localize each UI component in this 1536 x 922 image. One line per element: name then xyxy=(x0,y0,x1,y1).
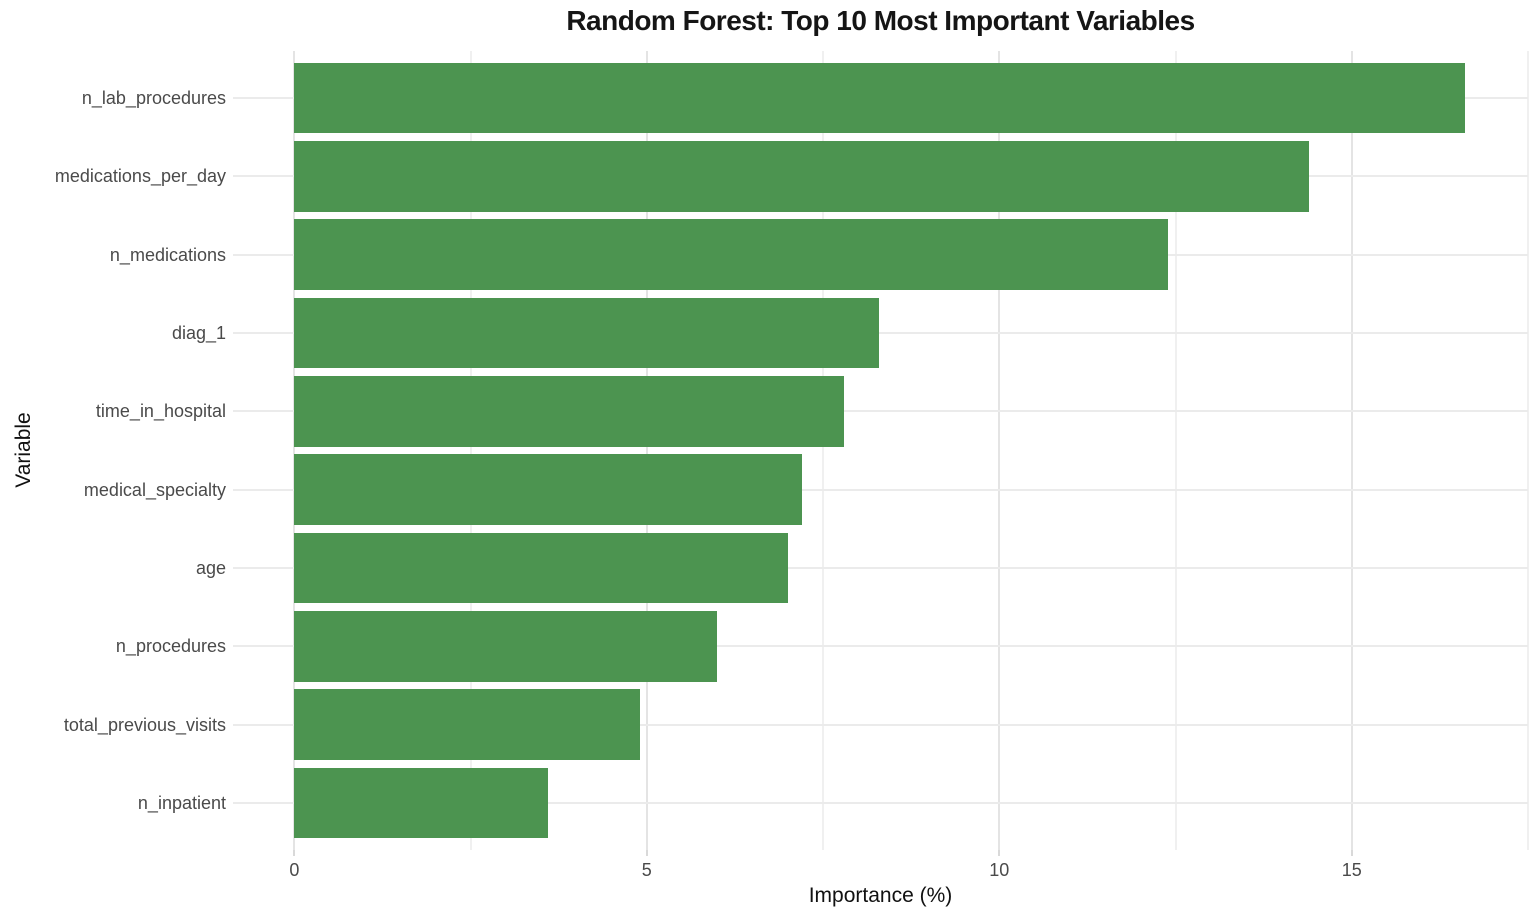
bar xyxy=(294,689,640,760)
y-tick-label: medications_per_day xyxy=(54,166,226,187)
h-gridline xyxy=(233,802,1528,804)
chart-title: Random Forest: Top 10 Most Important Var… xyxy=(566,5,1195,36)
bar xyxy=(294,219,1169,290)
x-tick-mark xyxy=(293,850,296,856)
h-gridline xyxy=(233,723,1528,726)
v-gridline-major xyxy=(1350,51,1353,850)
y-tick-label: n_lab_procedures xyxy=(81,88,226,108)
bar xyxy=(294,62,1465,134)
x-tick-label: 15 xyxy=(1341,860,1362,880)
h-gridline xyxy=(233,488,1528,491)
y-tick-label: n_medications xyxy=(109,244,226,265)
v-gridline-major xyxy=(998,51,1001,850)
y-tick-label: n_inpatient xyxy=(137,793,226,813)
v-gridline-minor xyxy=(1174,51,1177,850)
bar xyxy=(294,454,802,525)
v-gridline-minor xyxy=(822,51,825,850)
v-gridline-major xyxy=(293,51,296,850)
y-tick-label: time_in_hospital xyxy=(95,401,226,422)
y-axis-labels: n_lab_procedures medications_per_day n_med… xyxy=(0,51,226,850)
bar xyxy=(294,297,880,369)
x-axis-labels: 0 5 10 15 xyxy=(233,850,1528,890)
h-gridline xyxy=(233,645,1528,648)
v-gridline-major xyxy=(645,51,648,850)
x-tick-mark xyxy=(645,850,648,856)
v-gridline-minor xyxy=(469,51,472,850)
bar xyxy=(294,532,788,604)
y-tick-label: total_previous_visits xyxy=(63,714,226,735)
plot-panel xyxy=(233,51,1529,850)
bar xyxy=(294,611,718,682)
x-axis-title: Importance (%) xyxy=(808,884,953,907)
y-tick-label: medical_specialty xyxy=(83,479,226,500)
y-tick-label: diag_1 xyxy=(171,323,226,343)
h-gridline xyxy=(233,567,1528,569)
x-tick-label: 10 xyxy=(989,860,1010,880)
y-tick-label: age xyxy=(195,558,226,578)
bar xyxy=(294,376,845,447)
x-tick-mark xyxy=(1350,850,1353,856)
y-tick-label: n_procedures xyxy=(115,636,226,657)
x-tick-label: 0 xyxy=(289,860,300,880)
x-tick-label: 5 xyxy=(641,860,652,880)
h-gridline xyxy=(233,332,1528,334)
x-tick-mark xyxy=(998,850,1001,856)
v-gridline-minor xyxy=(1527,51,1529,850)
bar xyxy=(294,141,1310,212)
h-gridline xyxy=(233,410,1528,413)
bar xyxy=(294,767,549,839)
